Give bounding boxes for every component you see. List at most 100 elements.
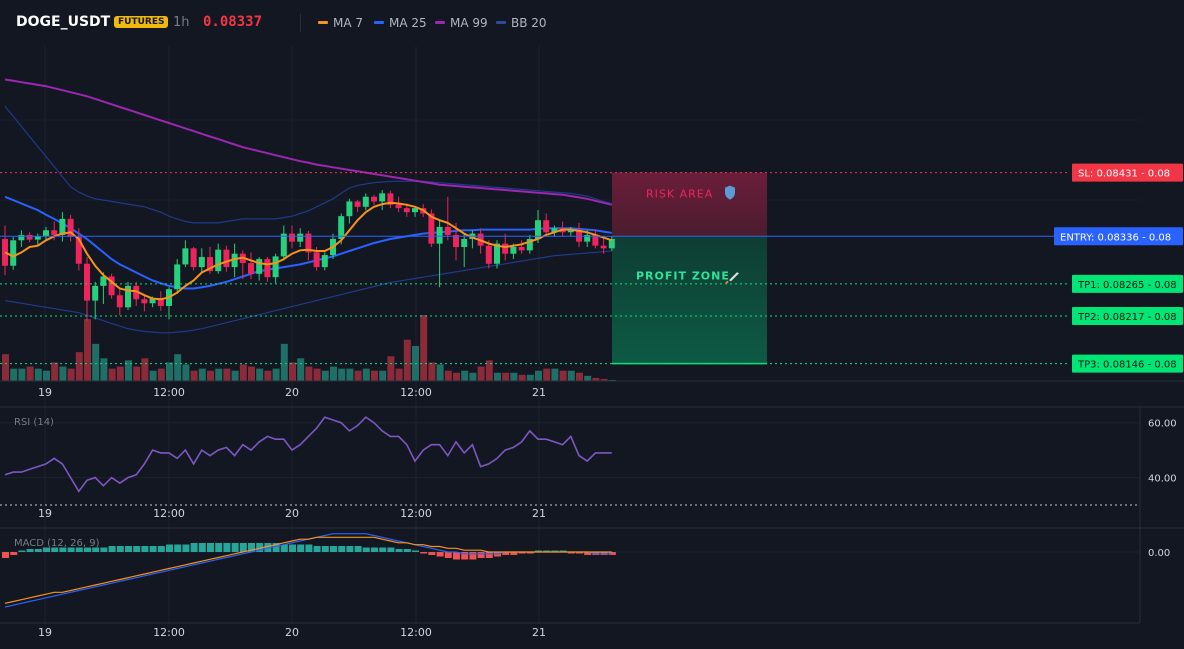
volume-bar xyxy=(543,368,551,381)
rsi-tick: 60.00 xyxy=(1148,419,1177,430)
legend-label: MA 25 xyxy=(389,16,427,30)
volume-bar xyxy=(272,368,280,381)
level-label-tp3: TP3: 0.08146 - 0.08 xyxy=(1077,360,1177,371)
volume-bar xyxy=(510,372,518,381)
candle-body xyxy=(494,243,500,264)
candle-body xyxy=(108,276,115,296)
futures-badge: FUTURES xyxy=(114,16,169,28)
macd-hist-bar xyxy=(526,552,534,554)
level-label-tp1: TP1: 0.08265 - 0.08 xyxy=(1077,280,1177,291)
profit-zone-label: PROFIT ZONE xyxy=(636,269,730,282)
volume-bar xyxy=(420,315,428,381)
macd-hist-bar xyxy=(223,543,231,552)
macd-hist-bar xyxy=(412,550,419,552)
candle-body xyxy=(338,216,345,239)
candle-body xyxy=(133,285,140,300)
volume-bar xyxy=(280,343,288,381)
volume-bar xyxy=(371,370,378,381)
macd-hist-bar xyxy=(608,552,616,555)
candle-body xyxy=(444,226,451,235)
legend-swatch-ma25 xyxy=(374,21,384,24)
macd-hist-bar xyxy=(461,552,469,560)
candle-body xyxy=(412,208,418,213)
macd-hist-bar xyxy=(116,546,124,552)
candle-body xyxy=(518,247,525,251)
macd-hist-bar xyxy=(26,549,34,552)
volume-bar xyxy=(141,358,149,381)
candle-body xyxy=(608,238,615,249)
time-axis-label: 21 xyxy=(532,626,546,639)
volume-bar xyxy=(584,375,592,381)
macd-label: MACD (12, 26, 9) xyxy=(14,538,100,549)
volume-bar xyxy=(395,368,403,381)
volume-bar xyxy=(518,374,526,381)
macd-hist-bar xyxy=(166,544,173,552)
candle-body xyxy=(502,243,509,254)
volume-bar xyxy=(600,378,608,381)
macd-hist-bar xyxy=(239,543,247,552)
volume-bar xyxy=(502,372,510,381)
volume-bar xyxy=(223,368,231,381)
macd-hist-bar xyxy=(403,549,411,552)
volume-bar xyxy=(379,370,387,381)
legend-ma7[interactable]: MA 7 xyxy=(318,16,363,30)
volume-bar xyxy=(313,368,321,381)
candle-body xyxy=(92,285,99,301)
macd-hist-bar xyxy=(51,547,59,552)
macd-hist-bar xyxy=(362,547,370,552)
volume-bar xyxy=(43,370,50,381)
macd-hist-bar xyxy=(67,547,75,552)
volume-bar xyxy=(166,362,173,381)
legend-ma99[interactable]: MA 99 xyxy=(435,16,488,30)
volume-bar xyxy=(248,366,255,381)
macd-hist-bar xyxy=(108,546,116,552)
rsi-tick: 40.00 xyxy=(1148,474,1177,485)
volume-bar xyxy=(84,319,91,381)
candle-body xyxy=(264,259,271,278)
level-label-sl: SL: 0.08431 - 0.08 xyxy=(1078,169,1170,180)
candle-body xyxy=(313,252,320,268)
macd-hist-bar xyxy=(387,547,395,552)
volume-bar xyxy=(477,366,485,381)
macd-hist-bar xyxy=(2,552,9,558)
candle-body xyxy=(567,229,574,233)
symbol-title[interactable]: DOGE_USDT xyxy=(16,14,111,30)
candle-body xyxy=(354,201,361,207)
level-label-entry: ENTRY: 0.08336 - 0.08 xyxy=(1060,232,1171,243)
risk-zone xyxy=(612,172,767,237)
time-axis-label: 19 xyxy=(38,386,52,399)
interval-label[interactable]: 1h xyxy=(173,15,190,30)
volume-bar xyxy=(338,368,346,381)
macd-hist-bar xyxy=(502,552,510,555)
candle-body xyxy=(289,233,295,242)
macd-hist-bar xyxy=(444,552,452,558)
macd-hist-bar xyxy=(100,547,108,552)
candle-body xyxy=(272,256,279,278)
chart-header: DOGE_USDT FUTURES 1h 0.08337 MA 7 MA 25 … xyxy=(0,0,1184,46)
shield-icon xyxy=(725,185,735,200)
macd-hist-bar xyxy=(256,543,264,552)
macd-hist-bar xyxy=(182,544,190,552)
macd-hist-bar xyxy=(141,546,149,552)
volume-bar xyxy=(231,370,239,381)
candle-body xyxy=(10,240,17,266)
macd-hist-bar xyxy=(10,552,18,555)
macd-hist-bar xyxy=(330,546,337,552)
time-axis-label: 12:00 xyxy=(153,386,185,399)
volume-bar xyxy=(116,366,124,381)
macd-hist-bar xyxy=(551,550,559,552)
macd-tick: 0.00 xyxy=(1148,548,1170,559)
macd-hist-bar xyxy=(125,546,132,552)
legend-bb20[interactable]: BB 20 xyxy=(496,16,547,30)
volume-bar xyxy=(289,362,296,381)
macd-hist-bar xyxy=(338,546,346,552)
candle-body xyxy=(428,213,435,244)
legend-ma25[interactable]: MA 25 xyxy=(374,16,427,30)
volume-bar xyxy=(215,368,223,381)
macd-hist-bar xyxy=(133,546,141,552)
candle-body xyxy=(26,234,33,240)
macd-hist-bar xyxy=(535,550,542,552)
candle-body xyxy=(84,263,90,301)
level-tag-tp1 xyxy=(1072,274,1183,293)
